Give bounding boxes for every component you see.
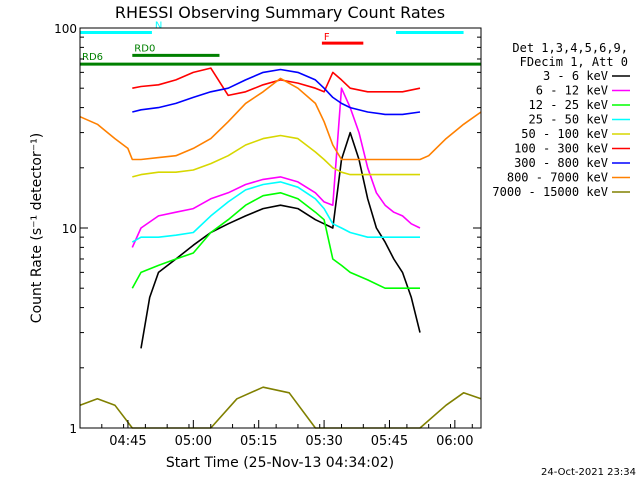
legend-label: 800 - 7000 keV (507, 171, 608, 185)
legend-label: 6 - 12 keV (536, 84, 608, 98)
series-line-3-6-kev (140, 131, 421, 349)
x-tick-label: 04:45 (109, 434, 146, 449)
x-axis-label: Start Time (25-Nov-13 04:34:02) (166, 455, 394, 471)
legend-header-line-1: Det 1,3,4,5,6,9, (512, 41, 628, 55)
series-line-50-100-kev (132, 134, 420, 178)
series-line-6-12-kev (131, 87, 421, 248)
y-axis-label: Count Rate (s⁻¹ detector⁻¹) (29, 133, 45, 323)
x-tick-label: 05:45 (371, 434, 408, 449)
chart-title: RHESSI Observing Summary Count Rates (115, 3, 445, 22)
series-line-100-300-kev (132, 67, 421, 97)
x-axis-ticks: 04:45 05:00 05:15 05:30 05:45 06:00 (79, 420, 474, 449)
series-line-800-7000-kev (79, 77, 482, 161)
annotation-label-rd6: RD6 (82, 52, 103, 63)
legend-label: 50 - 100 keV (521, 127, 608, 141)
legend-label: 3 - 6 keV (543, 69, 608, 83)
x-tick-label: 05:15 (240, 434, 277, 449)
legend-label: 12 - 25 keV (529, 98, 608, 112)
annotation-label-f: F (324, 32, 330, 43)
y-tick-label: 100 (54, 22, 77, 36)
y-tick-label: 10 (62, 222, 77, 236)
series-line-12-25-kev (131, 192, 420, 290)
legend-label: 25 - 50 keV (529, 113, 608, 127)
legend-label: 100 - 300 keV (514, 142, 608, 156)
legend-label: 7000 - 15000 keV (492, 185, 608, 199)
footer-date: 24-Oct-2021 23:34 (541, 467, 636, 478)
annotation-label-n: N (155, 20, 162, 31)
annotation-layer: N RD0 RD6 F (80, 20, 481, 66)
legend-header-line-2: FDecim 1, Att 0 (520, 55, 628, 69)
series-line-7000-15000-kev (79, 386, 482, 429)
y-tick-label: 1 (69, 422, 77, 436)
legend: Det 1,3,4,5,6,9, FDecim 1, Att 0 3 - 6 k… (492, 41, 630, 199)
x-tick-label: 05:30 (305, 434, 342, 449)
x-tick-label: 05:00 (175, 434, 212, 449)
x-tick-label: 06:00 (436, 434, 473, 449)
data-layer (79, 67, 482, 429)
y-axis-ticks: 1 10 100 (54, 22, 481, 436)
series-line-25-50-kev (131, 181, 420, 243)
series-line-300-800-kev (132, 68, 421, 116)
annotation-label-rd0: RD0 (134, 43, 155, 54)
legend-label: 300 - 800 keV (514, 156, 608, 170)
